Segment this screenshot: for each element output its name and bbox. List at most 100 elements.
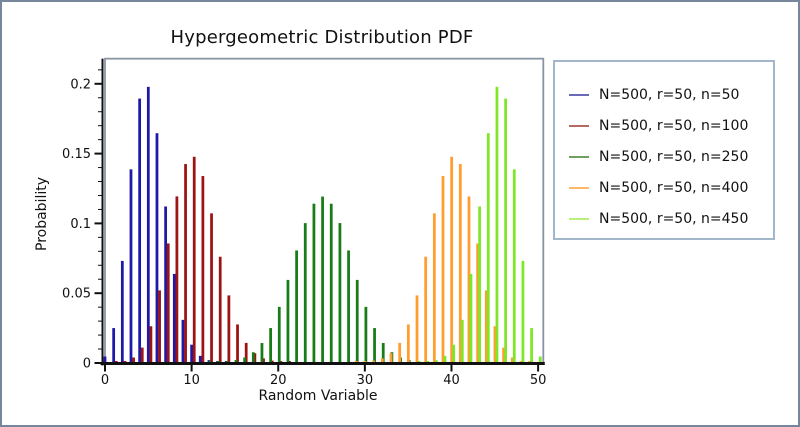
legend-swatch-series1 <box>569 93 589 96</box>
bar-series4 <box>389 353 393 362</box>
y-minor-tick <box>98 320 102 322</box>
bar-series3 <box>251 352 255 362</box>
y-tick-label: 0.1 <box>70 217 91 232</box>
bar-series2 <box>132 357 135 362</box>
bar-series2 <box>123 361 127 362</box>
bar-series4 <box>363 361 367 362</box>
bar-series2 <box>114 361 118 362</box>
bar-series4 <box>450 156 454 362</box>
bar-series1 <box>155 133 159 362</box>
y-axis-line <box>101 58 104 366</box>
bar-series3 <box>243 357 247 362</box>
bar-series5 <box>530 328 533 362</box>
bar-series5 <box>504 98 508 362</box>
y-minor-tick <box>98 97 102 99</box>
bar-series2 <box>288 361 291 362</box>
y-major-tick <box>94 362 103 364</box>
bar-series3 <box>355 279 359 362</box>
x-tick-label: 50 <box>530 373 547 388</box>
bar-series4 <box>424 256 428 362</box>
legend-label: N=500, r=50, n=250 <box>599 148 749 165</box>
bar-series4 <box>415 295 419 362</box>
bar-series2 <box>218 256 222 362</box>
y-minor-tick <box>98 194 102 196</box>
legend-swatch-series4 <box>569 186 589 189</box>
x-axis-title: Random Variable <box>258 388 378 404</box>
bar-series2 <box>166 243 170 362</box>
bar-series2 <box>236 324 239 362</box>
legend-item: N=500, r=50, n=100 <box>555 110 773 141</box>
bar-series1 <box>103 356 107 362</box>
x-tick-label: 0 <box>101 373 109 388</box>
bar-series3 <box>364 306 368 362</box>
bar-series3 <box>373 328 376 362</box>
bar-series2 <box>158 290 161 362</box>
bar-series3 <box>269 328 273 362</box>
bar-series3 <box>329 203 333 362</box>
bar-series4 <box>398 342 402 362</box>
y-minor-tick <box>98 125 102 127</box>
bar-series4 <box>380 358 384 362</box>
bar-series3 <box>277 306 281 362</box>
y-minor-tick <box>98 208 102 210</box>
y-minor-tick <box>98 264 102 266</box>
x-tick-label: 30 <box>357 373 374 388</box>
legend-swatch-series5 <box>569 217 589 220</box>
bar-series5 <box>512 169 516 362</box>
bar-series1 <box>190 344 194 362</box>
bar-series5 <box>452 344 456 362</box>
bar-series4 <box>476 243 480 362</box>
legend-swatch-series3 <box>569 155 589 158</box>
y-minor-tick <box>98 250 102 252</box>
bar-series5 <box>460 319 464 362</box>
bar-series4 <box>372 360 376 362</box>
bar-series3 <box>260 343 264 362</box>
y-minor-tick <box>98 167 102 169</box>
legend-item: N=500, r=50, n=50 <box>555 79 773 110</box>
y-tick-label: 0.2 <box>70 77 91 92</box>
legend-label: N=500, r=50, n=450 <box>599 210 749 227</box>
y-minor-tick <box>98 348 102 350</box>
y-tick-label: 0.15 <box>62 147 91 162</box>
bar-series2 <box>184 164 187 362</box>
bar-series4 <box>484 290 488 362</box>
y-tick-label: 0 <box>83 357 91 372</box>
bar-series2 <box>192 156 196 362</box>
bar-series4 <box>354 361 358 362</box>
x-tick-label: 20 <box>270 373 287 388</box>
x-major-tick <box>537 364 540 372</box>
bar-series1 <box>146 86 150 363</box>
bar-series2 <box>279 361 283 362</box>
bar-series2 <box>149 326 153 362</box>
bar-series1 <box>164 206 168 362</box>
x-major-tick <box>277 364 280 372</box>
y-axis-title: Probability <box>34 176 50 252</box>
bar-series5 <box>538 356 542 362</box>
y-tick-label: 0.05 <box>62 287 91 302</box>
legend-item: N=500, r=50, n=400 <box>555 172 773 203</box>
legend-label: N=500, r=50, n=50 <box>599 86 740 103</box>
x-major-tick <box>104 364 106 372</box>
y-minor-tick <box>98 111 102 113</box>
chart-title: Hypergeometric Distribution PDF <box>170 27 474 48</box>
bar-series4 <box>519 361 523 362</box>
bar-series5 <box>521 260 525 362</box>
x-major-tick <box>190 364 193 372</box>
bar-series5 <box>495 86 499 363</box>
bar-series3 <box>286 279 290 362</box>
bar-series3 <box>303 223 307 362</box>
bar-series4 <box>441 176 445 362</box>
bar-series4 <box>406 324 410 362</box>
bar-series3 <box>217 361 221 362</box>
bar-series3 <box>381 343 385 362</box>
x-tick-label: 10 <box>183 373 200 388</box>
bar-series3 <box>347 250 350 362</box>
bar-series4 <box>502 347 506 362</box>
y-minor-tick <box>98 236 102 238</box>
bar-series2 <box>201 176 205 362</box>
bar-series4 <box>528 361 531 362</box>
legend-box: N=500, r=50, n=50 N=500, r=50, n=100 N=5… <box>553 60 775 240</box>
y-minor-tick <box>98 139 102 141</box>
